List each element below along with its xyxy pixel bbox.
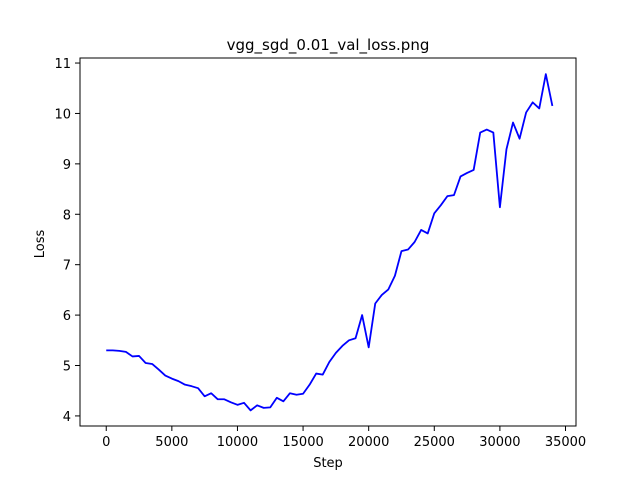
x-tick-label: 5000 xyxy=(155,435,188,450)
y-tick-label: 5 xyxy=(63,360,71,375)
x-tick-label: 0 xyxy=(102,435,110,450)
chart-title: vgg_sgd_0.01_val_loss.png xyxy=(227,36,430,55)
y-tick-label: 9 xyxy=(63,158,71,173)
x-tick-label: 25000 xyxy=(414,435,455,450)
plot-area: 0 5000 10000 15000 20000 25000 30000 35000 4 5 6 7 8… xyxy=(54,57,586,450)
y-tick-label: 11 xyxy=(54,57,71,72)
x-tick-label: 20000 xyxy=(348,435,389,450)
x-axis-label: Step xyxy=(313,456,343,471)
y-tick-label: 4 xyxy=(63,410,71,425)
x-tick-label: 10000 xyxy=(217,435,258,450)
axes-frame xyxy=(79,57,577,427)
y-tick-label: 10 xyxy=(54,107,71,122)
series-line-0 xyxy=(106,73,554,412)
x-tick-label: 35000 xyxy=(545,435,586,450)
y-axis-label: Loss xyxy=(33,230,48,259)
y-tick-label: 6 xyxy=(63,309,71,324)
y-tick-label: 7 xyxy=(63,259,71,274)
y-tick-label: 8 xyxy=(63,208,71,223)
x-tick-label: 30000 xyxy=(479,435,520,450)
x-tick-label: 15000 xyxy=(282,435,323,450)
